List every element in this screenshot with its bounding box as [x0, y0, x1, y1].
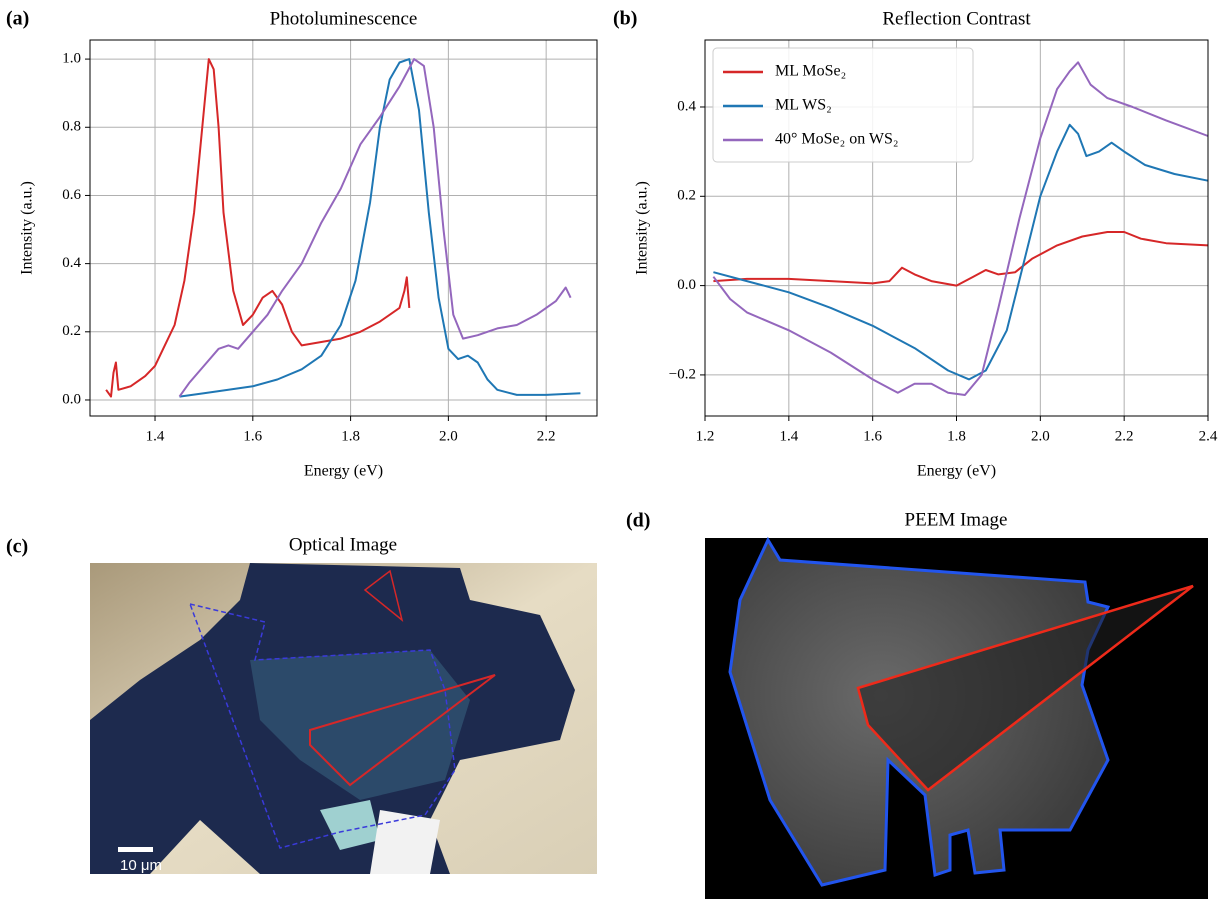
line-series	[713, 123, 1209, 381]
image-title: PEEM Image	[905, 509, 1008, 530]
legend-label: ML WS₂	[775, 97, 832, 114]
y-tick-label: 0.2	[62, 323, 81, 339]
line-series	[713, 231, 1209, 287]
y-tick-label: 0.4	[677, 98, 696, 114]
x-tick-label: 1.4	[146, 428, 165, 444]
y-tick-label: 0.2	[677, 188, 696, 204]
x-tick-label: 2.0	[1031, 428, 1050, 444]
y-tick-label: 0.0	[62, 391, 81, 407]
panel-label: (c)	[6, 536, 28, 558]
plot-frame	[704, 39, 1209, 417]
line-series	[179, 58, 581, 398]
legend-box	[712, 47, 974, 163]
y-axis-label: Intensity (a.u.)	[19, 181, 36, 275]
x-tick-label: 1.4	[779, 428, 798, 444]
x-tick-label: 1.8	[947, 428, 966, 444]
x-tick-label: 1.8	[341, 428, 360, 444]
x-tick-label: 1.6	[243, 428, 262, 444]
chart-title: Photoluminescence	[270, 8, 418, 29]
line-series	[712, 61, 1209, 396]
y-tick-label: 0.6	[62, 187, 81, 203]
scale-bar-label: 10 μm	[120, 857, 162, 874]
plot-frame	[89, 39, 598, 417]
panel-label: (b)	[613, 8, 637, 30]
line-series	[178, 58, 572, 398]
x-tick-label: 1.6	[863, 428, 882, 444]
y-tick-label: 0.8	[62, 119, 81, 135]
y-tick-label: −0.2	[669, 366, 696, 382]
panel-label: (a)	[6, 8, 29, 30]
x-axis-label: Energy (eV)	[304, 463, 383, 480]
x-tick-label: 2.2	[537, 428, 556, 444]
line-series	[105, 58, 411, 398]
peem-image	[705, 536, 1208, 899]
x-tick-label: 1.2	[696, 428, 715, 444]
legend-label: ML MoSe₂	[775, 63, 846, 80]
image-title: Optical Image	[289, 534, 397, 555]
panel-label: (d)	[626, 510, 650, 532]
x-axis-label: Energy (eV)	[917, 463, 996, 480]
chart-title: Reflection Contrast	[882, 8, 1031, 29]
optical-image: 10 μm	[90, 563, 597, 874]
y-tick-label: 0.0	[677, 277, 696, 293]
y-tick-label: 0.4	[62, 255, 81, 271]
y-tick-label: 1.0	[62, 51, 81, 67]
x-tick-label: 2.2	[1115, 428, 1134, 444]
legend-label: 40° MoSe₂ on WS₂	[775, 131, 899, 148]
x-tick-label: 2.0	[439, 428, 458, 444]
y-axis-label: Intensity (a.u.)	[634, 181, 651, 275]
x-tick-label: 2.4	[1199, 428, 1218, 444]
